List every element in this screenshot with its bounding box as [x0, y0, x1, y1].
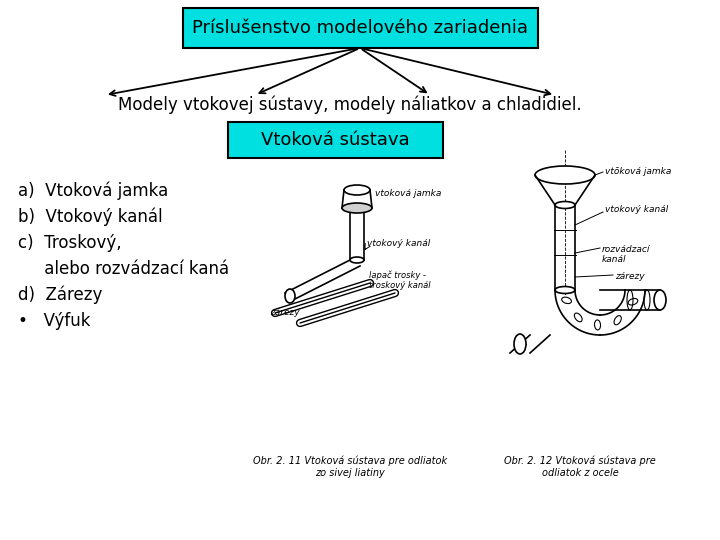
Text: •   Výfuk: • Výfuk: [18, 312, 91, 330]
Text: a)  Vtoková jamka: a) Vtoková jamka: [18, 182, 168, 200]
Ellipse shape: [535, 166, 595, 184]
Text: vtokový kanál: vtokový kanál: [367, 239, 431, 247]
FancyBboxPatch shape: [182, 8, 538, 48]
Text: vtokový kanál: vtokový kanál: [605, 206, 668, 214]
Ellipse shape: [555, 287, 575, 294]
Text: zárezy: zárezy: [615, 272, 644, 281]
Text: odliatok z ocele: odliatok z ocele: [541, 468, 618, 478]
Text: lapač trosky -
troskový kanál: lapač trosky - troskový kanál: [369, 270, 431, 290]
Text: rozvádzací
kanál: rozvádzací kanál: [602, 245, 650, 265]
Ellipse shape: [654, 290, 666, 310]
Text: d)  Zárezy: d) Zárezy: [18, 286, 102, 305]
Text: zo sivej liatiny: zo sivej liatiny: [315, 468, 385, 478]
Text: zárezy: zárezy: [270, 308, 300, 317]
Text: alebo rozvádzací kaná: alebo rozvádzací kaná: [18, 260, 229, 278]
Text: Obr. 2. 11 Vtoková sústava pre odliatok: Obr. 2. 11 Vtoková sústava pre odliatok: [253, 455, 447, 465]
Text: vtōková jamka: vtōková jamka: [605, 167, 671, 177]
Ellipse shape: [285, 289, 295, 303]
Text: b)  Vtokový kanál: b) Vtokový kanál: [18, 208, 163, 226]
FancyBboxPatch shape: [228, 122, 443, 158]
Ellipse shape: [514, 334, 526, 354]
Text: Príslušenstvo modelového zariadenia: Príslušenstvo modelového zariadenia: [192, 19, 528, 37]
Text: Modely vtokovej sústavy, modely náliatkov a chladidiel.: Modely vtokovej sústavy, modely náliatko…: [118, 96, 582, 114]
Ellipse shape: [350, 257, 364, 263]
Text: vtoková jamka: vtoková jamka: [375, 188, 441, 198]
Text: Vtoková sústava: Vtoková sústava: [261, 131, 409, 149]
Ellipse shape: [555, 201, 575, 208]
Text: Obr. 2. 12 Vtoková sústava pre: Obr. 2. 12 Vtoková sústava pre: [504, 455, 656, 465]
Ellipse shape: [342, 203, 372, 213]
Ellipse shape: [344, 185, 370, 195]
Text: c)  Troskový,: c) Troskový,: [18, 234, 122, 252]
